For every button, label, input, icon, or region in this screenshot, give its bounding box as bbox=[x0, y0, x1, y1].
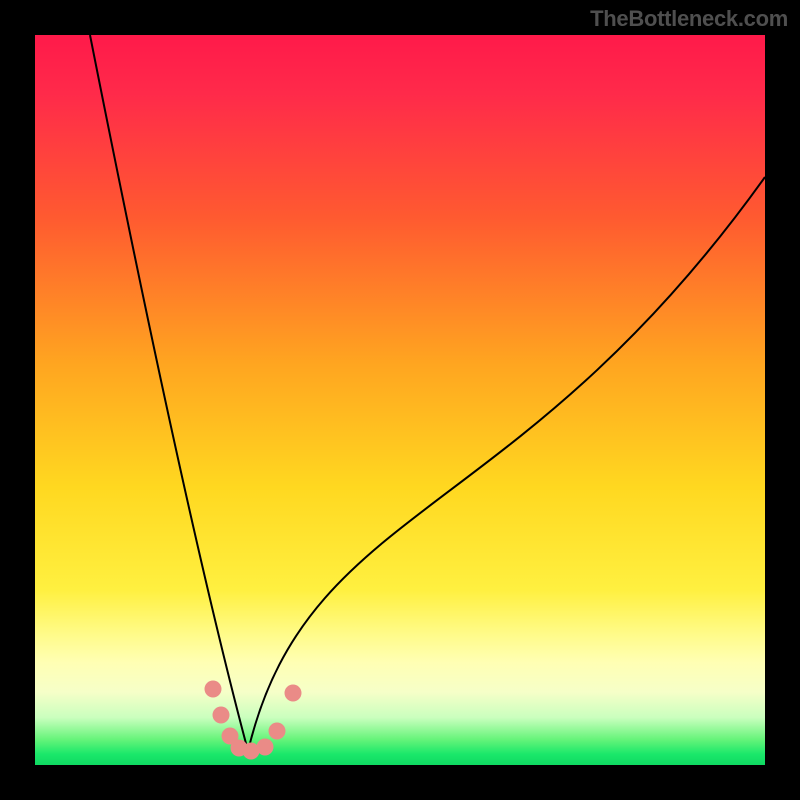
plot-background bbox=[35, 35, 765, 765]
watermark-text: TheBottleneck.com bbox=[590, 6, 788, 32]
curve-marker bbox=[213, 707, 230, 724]
outer-frame: TheBottleneck.com bbox=[0, 0, 800, 800]
curve-marker bbox=[285, 685, 302, 702]
curve-marker bbox=[257, 739, 274, 756]
curve-marker bbox=[269, 723, 286, 740]
curve-marker bbox=[205, 681, 222, 698]
chart-plot bbox=[35, 35, 765, 765]
